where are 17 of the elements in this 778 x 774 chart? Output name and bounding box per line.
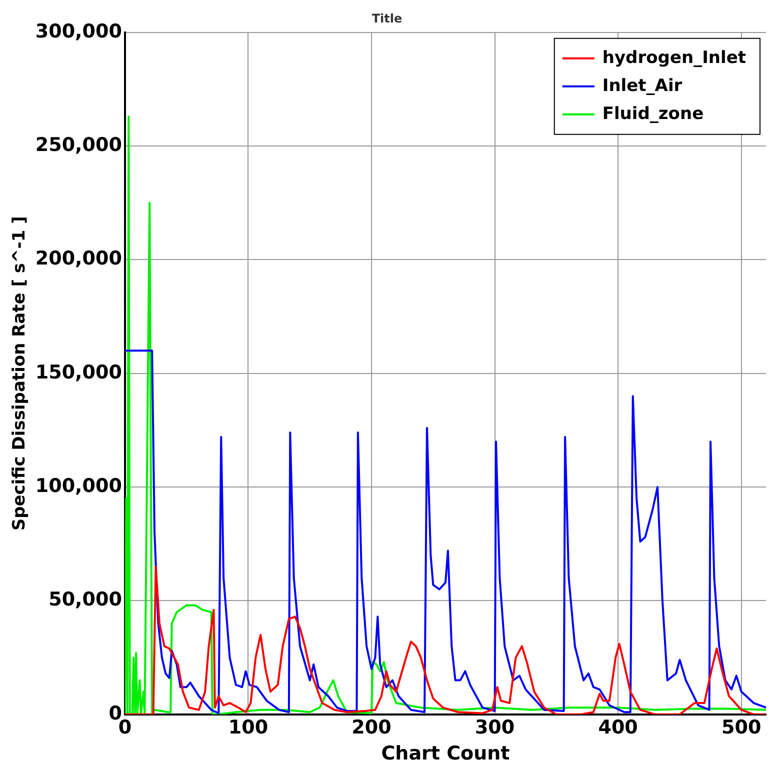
x-tick-label: 200: [352, 716, 392, 739]
x-tick-label: 400: [598, 716, 638, 739]
y-tick-label: 150,000: [35, 361, 122, 384]
chart-title: Title: [372, 11, 402, 26]
y-tick-label: 200,000: [35, 248, 122, 270]
y-tick-label: 100,000: [35, 475, 122, 498]
x-tick-label: 500: [722, 716, 762, 739]
x-tick-label: 100: [228, 716, 268, 739]
legend-label: Fluid_zone: [602, 104, 704, 124]
legend-label: hydrogen_Inlet: [602, 48, 746, 68]
y-axis-title: Specific Dissipation Rate [ s^-1 ]: [10, 216, 30, 531]
y-tick-label: 300,000: [35, 20, 122, 42]
x-axis-title: Chart Count: [381, 742, 510, 765]
x-tick-label: 300: [474, 716, 515, 739]
y-tick-label: 50,000: [48, 588, 122, 611]
y-tick-label: 250,000: [35, 134, 122, 156]
legend-label: Inlet_Air: [602, 76, 683, 96]
